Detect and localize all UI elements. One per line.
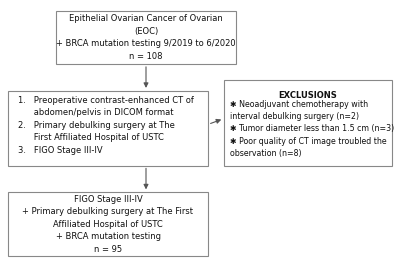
Text: Epithelial Ovarian Cancer of Ovarian
(EOC)
+ BRCA mutation testing 9/2019 to 6/2: Epithelial Ovarian Cancer of Ovarian (EO… (56, 14, 236, 61)
FancyBboxPatch shape (8, 91, 208, 166)
Text: EXCLUSIONS: EXCLUSIONS (279, 91, 337, 100)
Text: FIGO Stage III-IV
+ Primary debulking surgery at The First
Affiliated Hospital o: FIGO Stage III-IV + Primary debulking su… (22, 195, 194, 254)
FancyBboxPatch shape (56, 11, 236, 64)
Text: ✱ Neoadjuvant chemotherapy with
interval debulking surgery (n=2)
✱ Tumor diamete: ✱ Neoadjuvant chemotherapy with interval… (230, 100, 394, 158)
FancyBboxPatch shape (8, 192, 208, 256)
Text: 1.   Preoperative contrast-enhanced CT of
      abdomen/pelvis in DICOM format
2: 1. Preoperative contrast-enhanced CT of … (18, 96, 194, 155)
FancyBboxPatch shape (224, 80, 392, 166)
